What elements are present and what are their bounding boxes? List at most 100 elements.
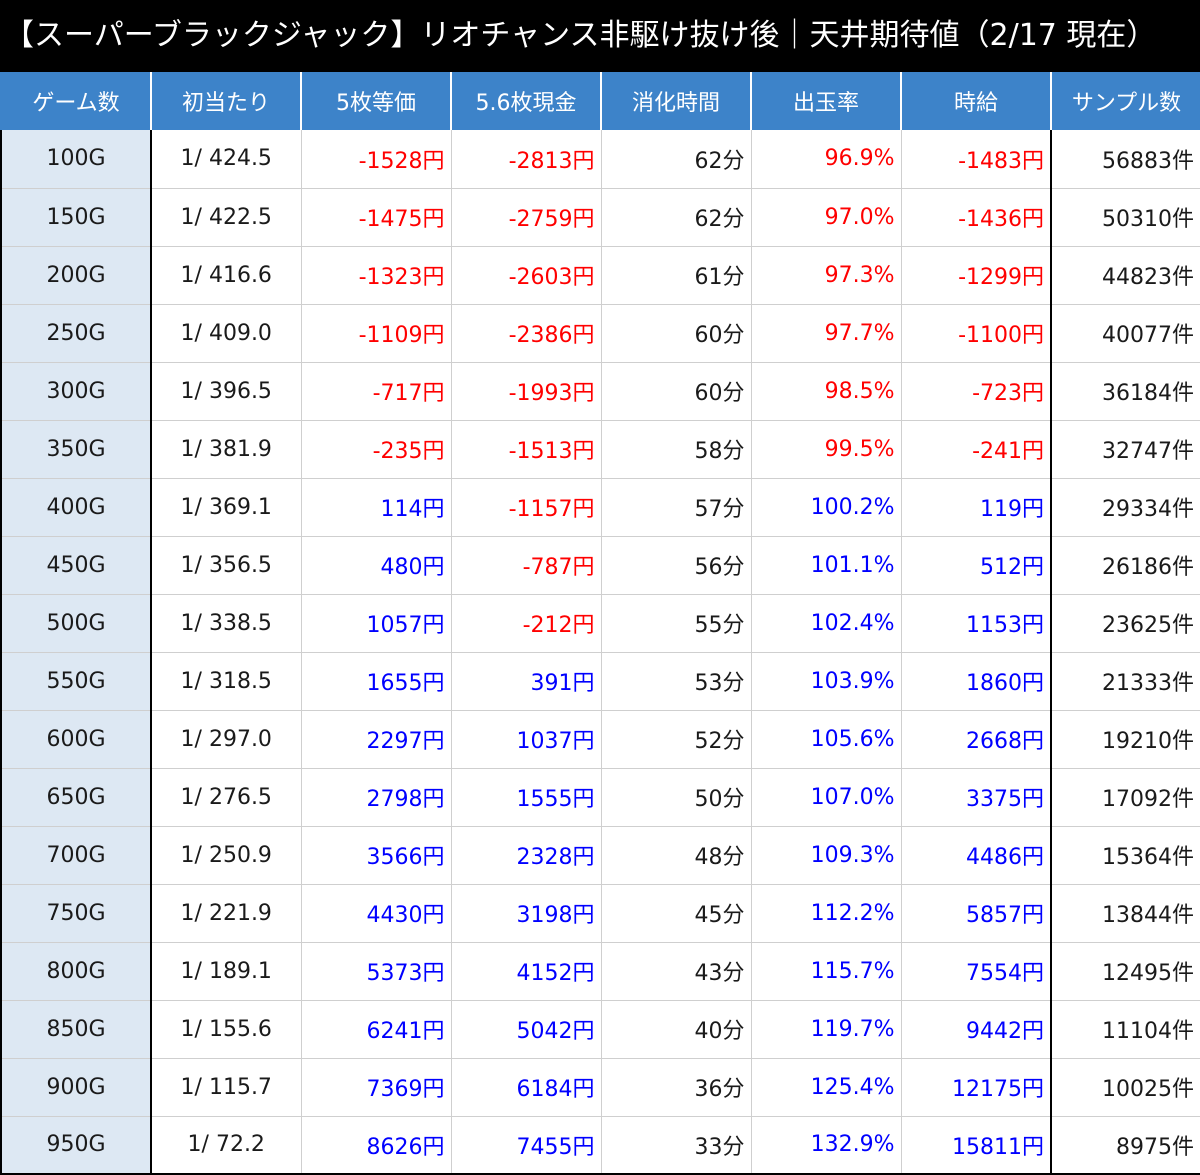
cell-time: 56分 xyxy=(600,536,751,595)
table-row: 400G 1/ 369.1 114円 -1157円 57分 100.2% 119円 29334… xyxy=(0,478,1200,537)
cell-samples: 21333件 xyxy=(1050,652,1200,711)
cell-hourly: 1153円 xyxy=(900,594,1051,653)
cell-samples: 13844件 xyxy=(1050,884,1200,943)
cell-5-equal: -717円 xyxy=(300,362,451,421)
cell-payout-rate: 99.5% xyxy=(750,420,901,479)
cell-5-equal: 4430円 xyxy=(300,884,451,943)
cell-5-6-cash: -2759円 xyxy=(450,188,601,247)
cell-hourly: -723円 xyxy=(900,362,1051,421)
cell-hourly: 12175円 xyxy=(900,1058,1051,1117)
table-header: ゲーム数 初当たり 5枚等価 5.6枚現金 消化時間 出玉率 時給 サンプル数 xyxy=(0,72,1200,130)
cell-game-count: 200G xyxy=(0,246,151,305)
cell-5-6-cash: -2813円 xyxy=(450,130,601,189)
cell-time: 40分 xyxy=(600,1000,751,1059)
table-row: 450G 1/ 356.5 480円 -787円 56分 101.1% 512円 26186件 xyxy=(0,536,1200,595)
cell-5-6-cash: 1037円 xyxy=(450,710,601,769)
cell-first-hit: 1/ 356.5 xyxy=(150,536,301,595)
cell-payout-rate: 97.0% xyxy=(750,188,901,247)
cell-game-count: 150G xyxy=(0,188,151,247)
cell-5-equal: 5373円 xyxy=(300,942,451,1001)
cell-5-6-cash: -212円 xyxy=(450,594,601,653)
cell-5-equal: -235円 xyxy=(300,420,451,479)
cell-samples: 11104件 xyxy=(1050,1000,1200,1059)
table-row: 350G 1/ 381.9 -235円 -1513円 58分 99.5% -241円 3274… xyxy=(0,420,1200,479)
cell-5-equal: 1655円 xyxy=(300,652,451,711)
cell-5-6-cash: 391円 xyxy=(450,652,601,711)
cell-5-equal: 114円 xyxy=(300,478,451,537)
cell-payout-rate: 112.2% xyxy=(750,884,901,943)
cell-samples: 17092件 xyxy=(1050,768,1200,827)
cell-samples: 19210件 xyxy=(1050,710,1200,769)
cell-hourly: -1100円 xyxy=(900,304,1051,363)
cell-payout-rate: 132.9% xyxy=(750,1116,901,1175)
cell-time: 53分 xyxy=(600,652,751,711)
table-row: 500G 1/ 338.5 1057円 -212円 55分 102.4% 1153円 2362… xyxy=(0,594,1200,653)
cell-hourly: 4486円 xyxy=(900,826,1051,885)
cell-time: 60分 xyxy=(600,362,751,421)
table-row: 900G 1/ 115.7 7369円 6184円 36分 125.4% 12175円 100… xyxy=(0,1058,1200,1117)
cell-time: 50分 xyxy=(600,768,751,827)
cell-payout-rate: 125.4% xyxy=(750,1058,901,1117)
cell-game-count: 500G xyxy=(0,594,151,653)
cell-5-6-cash: -787円 xyxy=(450,536,601,595)
cell-game-count: 400G xyxy=(0,478,151,537)
cell-game-count: 450G xyxy=(0,536,151,595)
table-row: 100G 1/ 424.5 -1528円 -2813円 62分 96.9% -1483円 56… xyxy=(0,130,1200,189)
cell-payout-rate: 103.9% xyxy=(750,652,901,711)
cell-samples: 10025件 xyxy=(1050,1058,1200,1117)
cell-first-hit: 1/ 221.9 xyxy=(150,884,301,943)
cell-game-count: 250G xyxy=(0,304,151,363)
cell-5-6-cash: -1993円 xyxy=(450,362,601,421)
cell-samples: 56883件 xyxy=(1050,130,1200,189)
cell-payout-rate: 115.7% xyxy=(750,942,901,1001)
cell-5-6-cash: -1157円 xyxy=(450,478,601,537)
cell-first-hit: 1/ 115.7 xyxy=(150,1058,301,1117)
cell-samples: 44823件 xyxy=(1050,246,1200,305)
cell-first-hit: 1/ 369.1 xyxy=(150,478,301,537)
cell-payout-rate: 97.3% xyxy=(750,246,901,305)
cell-5-equal: 7369円 xyxy=(300,1058,451,1117)
cell-hourly: 5857円 xyxy=(900,884,1051,943)
cell-5-equal: 3566円 xyxy=(300,826,451,885)
cell-first-hit: 1/ 396.5 xyxy=(150,362,301,421)
cell-first-hit: 1/ 276.5 xyxy=(150,768,301,827)
header-5-6-cash: 5.6枚現金 xyxy=(450,72,601,130)
cell-first-hit: 1/ 189.1 xyxy=(150,942,301,1001)
cell-time: 36分 xyxy=(600,1058,751,1117)
cell-5-6-cash: 5042円 xyxy=(450,1000,601,1059)
cell-5-equal: 1057円 xyxy=(300,594,451,653)
cell-5-equal: 8626円 xyxy=(300,1116,451,1175)
cell-5-6-cash: 3198円 xyxy=(450,884,601,943)
cell-time: 55分 xyxy=(600,594,751,653)
cell-time: 62分 xyxy=(600,130,751,189)
cell-samples: 26186件 xyxy=(1050,536,1200,595)
cell-time: 62分 xyxy=(600,188,751,247)
cell-payout-rate: 101.1% xyxy=(750,536,901,595)
cell-5-equal: -1528円 xyxy=(300,130,451,189)
table-row: 850G 1/ 155.6 6241円 5042円 40分 119.7% 9442円 1110… xyxy=(0,1000,1200,1059)
cell-payout-rate: 98.5% xyxy=(750,362,901,421)
cell-5-equal: 480円 xyxy=(300,536,451,595)
table-row: 300G 1/ 396.5 -717円 -1993円 60分 98.5% -723円 3618… xyxy=(0,362,1200,421)
cell-time: 43分 xyxy=(600,942,751,1001)
cell-time: 48分 xyxy=(600,826,751,885)
cell-time: 61分 xyxy=(600,246,751,305)
cell-game-count: 950G xyxy=(0,1116,151,1175)
table-row: 550G 1/ 318.5 1655円 391円 53分 103.9% 1860円 21333… xyxy=(0,652,1200,711)
cell-samples: 32747件 xyxy=(1050,420,1200,479)
cell-payout-rate: 107.0% xyxy=(750,768,901,827)
header-time: 消化時間 xyxy=(600,72,751,130)
header-hourly: 時給 xyxy=(900,72,1051,130)
cell-first-hit: 1/ 422.5 xyxy=(150,188,301,247)
cell-samples: 29334件 xyxy=(1050,478,1200,537)
cell-payout-rate: 100.2% xyxy=(750,478,901,537)
cell-first-hit: 1/ 72.2 xyxy=(150,1116,301,1175)
table-row: 800G 1/ 189.1 5373円 4152円 43分 115.7% 7554円 1249… xyxy=(0,942,1200,1001)
cell-time: 58分 xyxy=(600,420,751,479)
cell-samples: 23625件 xyxy=(1050,594,1200,653)
cell-samples: 15364件 xyxy=(1050,826,1200,885)
cell-5-equal: -1109円 xyxy=(300,304,451,363)
cell-hourly: -1483円 xyxy=(900,130,1051,189)
cell-game-count: 750G xyxy=(0,884,151,943)
